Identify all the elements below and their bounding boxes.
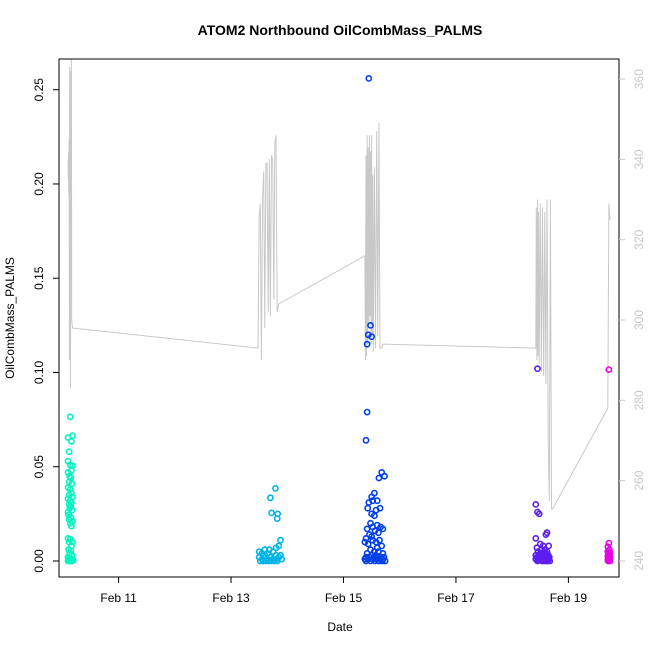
scatter-point xyxy=(64,508,72,516)
y-tick-label: 0.10 xyxy=(32,360,46,384)
scatter-point xyxy=(68,522,75,530)
scatter-point xyxy=(270,557,278,565)
scatter-point xyxy=(373,497,381,505)
scatter-point xyxy=(542,531,550,538)
scatter-point xyxy=(378,557,386,565)
y2-tick-label: 300 xyxy=(632,310,646,330)
scatter-point xyxy=(543,557,550,565)
x-tick-label: Feb 15 xyxy=(325,591,363,605)
y-tick-label: 0.25 xyxy=(32,78,46,102)
y-axis-label: OilCombMass_PALMS xyxy=(3,257,17,379)
y-tick-label: 0.20 xyxy=(32,172,46,196)
scatter-point xyxy=(363,408,371,416)
scatter-point xyxy=(370,512,378,520)
scatter-point xyxy=(381,472,388,480)
y2-tick-label: 240 xyxy=(632,551,646,571)
scatter-point xyxy=(362,436,370,444)
y-axis: 0.00 0.05 0.10 0.15 0.20 0.25 xyxy=(32,78,59,573)
x-axis: Feb 11 Feb 13 Feb 15 Feb 17 Feb 19 xyxy=(100,577,587,605)
scatter-point xyxy=(364,504,372,512)
scatter-point xyxy=(66,413,74,421)
y-tick-label: 0.15 xyxy=(32,266,46,290)
scatter-point xyxy=(272,544,280,552)
scatter-point xyxy=(68,437,75,445)
scatter-point xyxy=(535,510,543,518)
scatter-point xyxy=(273,515,281,522)
scatter-point xyxy=(272,484,279,492)
scatter-point xyxy=(364,540,372,548)
y-tick-label: 0.00 xyxy=(32,549,46,573)
scatter-point xyxy=(277,536,284,544)
scatter-point xyxy=(362,535,370,542)
scatter-point xyxy=(374,529,382,537)
y2-tick-label: 280 xyxy=(632,390,646,410)
x-tick-label: Feb 11 xyxy=(100,591,137,605)
scatter-point xyxy=(376,504,384,512)
chart-title: ATOM2 Northbound OilCombMass_PALMS xyxy=(198,22,483,38)
scatter-point xyxy=(277,551,284,559)
y-tick-label: 0.05 xyxy=(32,455,46,479)
scatter-point xyxy=(363,340,371,348)
y2-axis-right: 240 260 280 300 320 340 360 xyxy=(619,69,646,571)
scatter-point xyxy=(606,557,614,565)
scatter-point xyxy=(368,493,375,501)
line-series-right xyxy=(67,58,611,510)
scatter-point xyxy=(375,557,383,565)
x-tick-label: Feb 19 xyxy=(550,591,588,605)
x-tick-label: Feb 17 xyxy=(437,591,475,605)
scatter-point xyxy=(278,555,286,563)
scatter-point xyxy=(532,500,540,508)
point-layer xyxy=(64,75,614,565)
scatter-point xyxy=(268,509,275,517)
scatter-point xyxy=(532,535,540,542)
x-tick-label: Feb 13 xyxy=(212,591,250,605)
scatter-point xyxy=(261,546,269,554)
scatter-point xyxy=(605,366,613,373)
scatter-point xyxy=(371,557,379,565)
scatter-point xyxy=(368,333,375,341)
scatter-point xyxy=(381,557,389,565)
scatter-point xyxy=(368,533,375,540)
scatter-point xyxy=(65,448,73,455)
scatter-point xyxy=(545,542,553,550)
scatter-point xyxy=(379,525,387,533)
y2-tick-label: 260 xyxy=(632,470,646,490)
scatter-point xyxy=(68,480,76,488)
y2-tick-label: 360 xyxy=(632,69,646,89)
y2-tick-label: 340 xyxy=(632,149,646,169)
scatter-point xyxy=(546,557,554,565)
scatter-point xyxy=(363,525,371,533)
scatter-point xyxy=(367,321,374,329)
scatter-point xyxy=(365,75,373,82)
scatter-point xyxy=(375,474,383,482)
scatter-point xyxy=(605,539,613,547)
scatter-point xyxy=(69,557,77,564)
x-axis-label: Date xyxy=(327,620,353,634)
plot-frame xyxy=(58,58,620,578)
y2-tick-label: 320 xyxy=(632,229,646,249)
scatter-point xyxy=(534,365,541,373)
scatter-point xyxy=(69,538,76,546)
scatter-point xyxy=(266,494,274,502)
line-layer xyxy=(67,58,611,510)
